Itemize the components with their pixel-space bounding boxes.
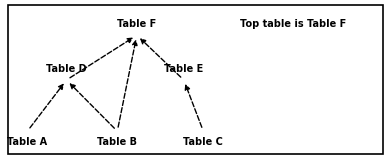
Text: Table C: Table C (183, 137, 223, 147)
FancyBboxPatch shape (8, 5, 383, 154)
Text: Table E: Table E (164, 64, 203, 74)
Text: Table F: Table F (117, 19, 156, 29)
Text: Table A: Table A (7, 137, 47, 147)
Text: Top table is Table F: Top table is Table F (240, 19, 346, 29)
Text: Table D: Table D (46, 64, 87, 74)
Text: Table B: Table B (97, 137, 137, 147)
